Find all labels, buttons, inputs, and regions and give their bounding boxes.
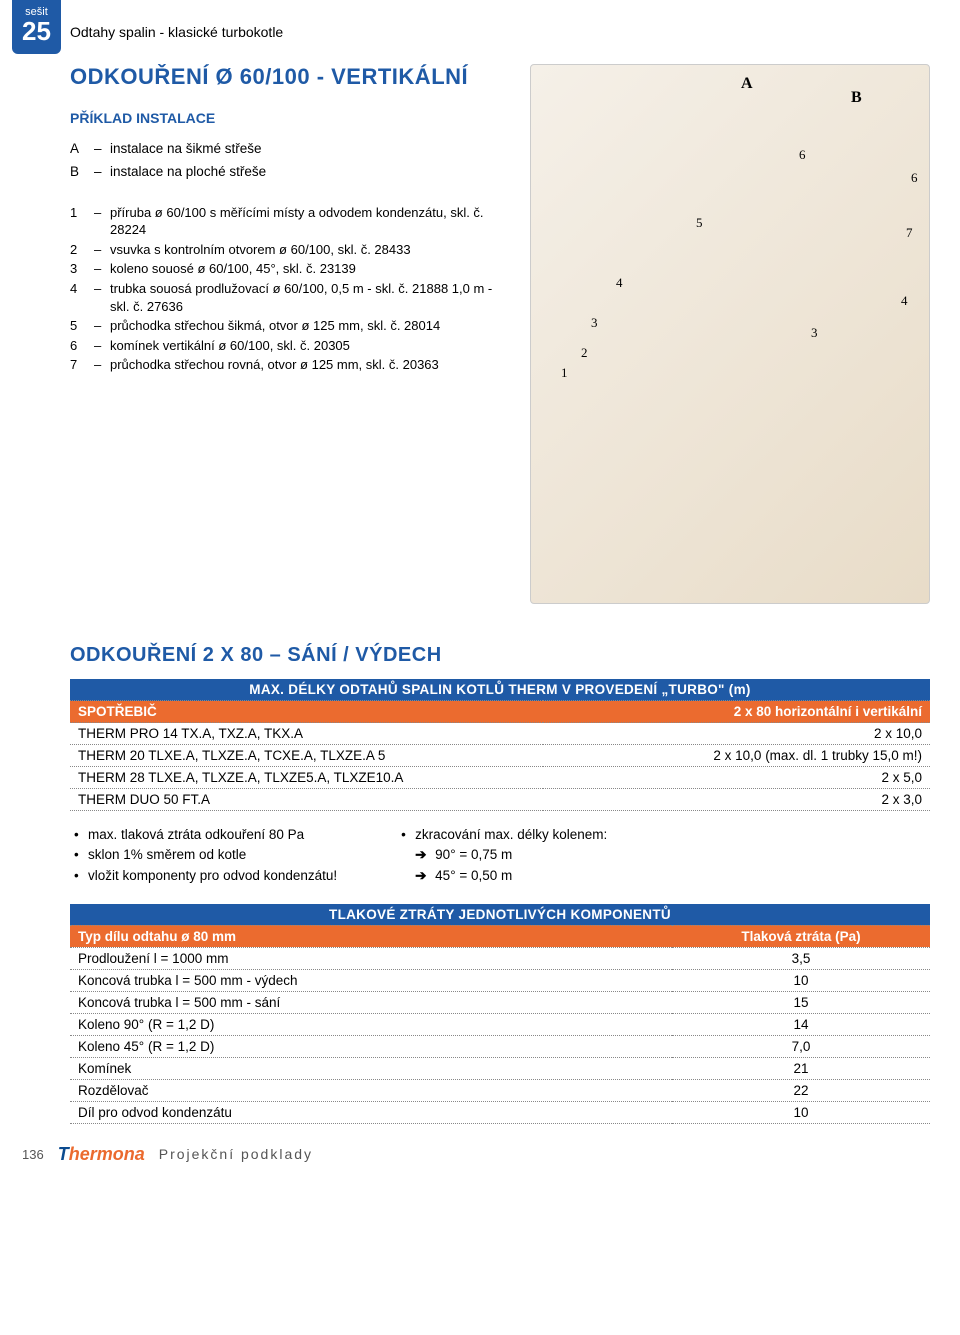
- page-footer: 136 Thermona Projekční podklady: [0, 1124, 960, 1177]
- table1-header: MAX. DÉLKY ODTAHŮ SPALIN KOTLŮ THERM V P…: [70, 679, 930, 701]
- notes-right: zkracování max. délky kolenem: 90° = 0,7…: [397, 825, 607, 886]
- table-row: Koleno 90° (R = 1,2 D)14: [70, 1013, 930, 1035]
- parts-list: 1–příruba ø 60/100 s měřícími místy a od…: [70, 204, 510, 374]
- section1-title: ODKOUŘENÍ Ø 60/100 - VERTIKÁLNÍ: [70, 64, 510, 90]
- diagram-num: 5: [696, 215, 703, 231]
- max-lengths-table: MAX. DÉLKY ODTAHŮ SPALIN KOTLŮ THERM V P…: [70, 679, 930, 811]
- notes-columns: max. tlaková ztráta odkouření 80 Pa sklo…: [70, 825, 930, 886]
- table-row: THERM DUO 50 FT.A2 x 3,0: [70, 789, 930, 811]
- note-item: max. tlaková ztráta odkouření 80 Pa: [70, 825, 337, 845]
- table1-col1-header: SPOTŘEBIČ: [70, 701, 543, 723]
- diagram-label-a: A: [741, 75, 753, 93]
- diagram-num: 2: [581, 345, 588, 361]
- table-row: THERM 28 TLXE.A, TLXZE.A, TLXZE5.A, TLXZ…: [70, 767, 930, 789]
- table2-col1-header: Typ dílu odtahu ø 80 mm: [70, 925, 672, 947]
- page-tab: sešit 25: [12, 0, 61, 54]
- table-row: Komínek21: [70, 1057, 930, 1079]
- diagram-num: 6: [799, 147, 806, 163]
- table-row: Rozdělovač22: [70, 1079, 930, 1101]
- legend-row: A – instalace na šikmé střeše: [70, 140, 510, 159]
- section2-title: ODKOUŘENÍ 2 X 80 – SÁNÍ / VÝDECH: [70, 644, 930, 667]
- table-row: Prodloužení l = 1000 mm3,5: [70, 947, 930, 969]
- part-row: 2–vsuvka s kontrolním otvorem ø 60/100, …: [70, 241, 510, 259]
- notes-left: max. tlaková ztráta odkouření 80 Pa sklo…: [70, 825, 337, 886]
- tab-number: 25: [22, 18, 51, 44]
- footer-subtitle: Projekční podklady: [159, 1146, 313, 1162]
- installation-diagram: A B 6 6 5 7 4 4 3 3 2 1: [530, 64, 930, 604]
- note-arrow-item: 90° = 0,75 m: [397, 845, 607, 865]
- table-row: Koncová trubka l = 500 mm - sání15: [70, 991, 930, 1013]
- legend-row: B – instalace na ploché střeše: [70, 163, 510, 182]
- table2-header: TLAKOVÉ ZTRÁTY JEDNOTLIVÝCH KOMPONENTŮ: [70, 904, 930, 926]
- table-row: Koncová trubka l = 500 mm - výdech10: [70, 969, 930, 991]
- diagram-num: 3: [591, 315, 598, 331]
- diagram-label-b: B: [851, 89, 862, 107]
- part-row: 5–průchodka střechou šikmá, otvor ø 125 …: [70, 317, 510, 335]
- diagram-num: 1: [561, 365, 568, 381]
- part-row: 1–příruba ø 60/100 s měřícími místy a od…: [70, 204, 510, 239]
- part-row: 6–komínek vertikální ø 60/100, skl. č. 2…: [70, 337, 510, 355]
- part-row: 4–trubka souosá prodlužovací ø 60/100, 0…: [70, 280, 510, 315]
- part-row: 7–průchodka střechou rovná, otvor ø 125 …: [70, 356, 510, 374]
- diagram-num: 6: [911, 170, 918, 186]
- note-arrow-item: 45° = 0,50 m: [397, 866, 607, 886]
- diagram-num: 7: [906, 225, 913, 241]
- note-item: vložit komponenty pro odvod kondenzátu!: [70, 866, 337, 886]
- note-item: zkracování max. délky kolenem:: [397, 825, 607, 845]
- brand-logo: Thermona: [58, 1144, 145, 1165]
- diagram-num: 3: [811, 325, 818, 341]
- table-row: THERM PRO 14 TX.A, TXZ.A, TKX.A2 x 10,0: [70, 723, 930, 745]
- table-row: THERM 20 TLXE.A, TLXZE.A, TCXE.A, TLXZE.…: [70, 745, 930, 767]
- diagram-num: 4: [901, 293, 908, 309]
- page-number: 136: [22, 1147, 44, 1162]
- pressure-loss-table: TLAKOVÉ ZTRÁTY JEDNOTLIVÝCH KOMPONENTŮ T…: [70, 904, 930, 1124]
- table-row: Koleno 45° (R = 1,2 D)7,0: [70, 1035, 930, 1057]
- table1-col2-header: 2 x 80 horizontální i vertikální: [543, 701, 930, 723]
- diagram-num: 4: [616, 275, 623, 291]
- install-legend: A – instalace na šikmé střeše B – instal…: [70, 140, 510, 182]
- note-item: sklon 1% směrem od kotle: [70, 845, 337, 865]
- table2-col2-header: Tlaková ztráta (Pa): [672, 925, 930, 947]
- table-row: Díl pro odvod kondenzátu10: [70, 1101, 930, 1123]
- part-row: 3–koleno souosé ø 60/100, 45°, skl. č. 2…: [70, 260, 510, 278]
- section1-subhead: PŘÍKLAD INSTALACE: [70, 110, 510, 126]
- header-category: Odtahy spalin - klasické turbokotle: [70, 24, 283, 40]
